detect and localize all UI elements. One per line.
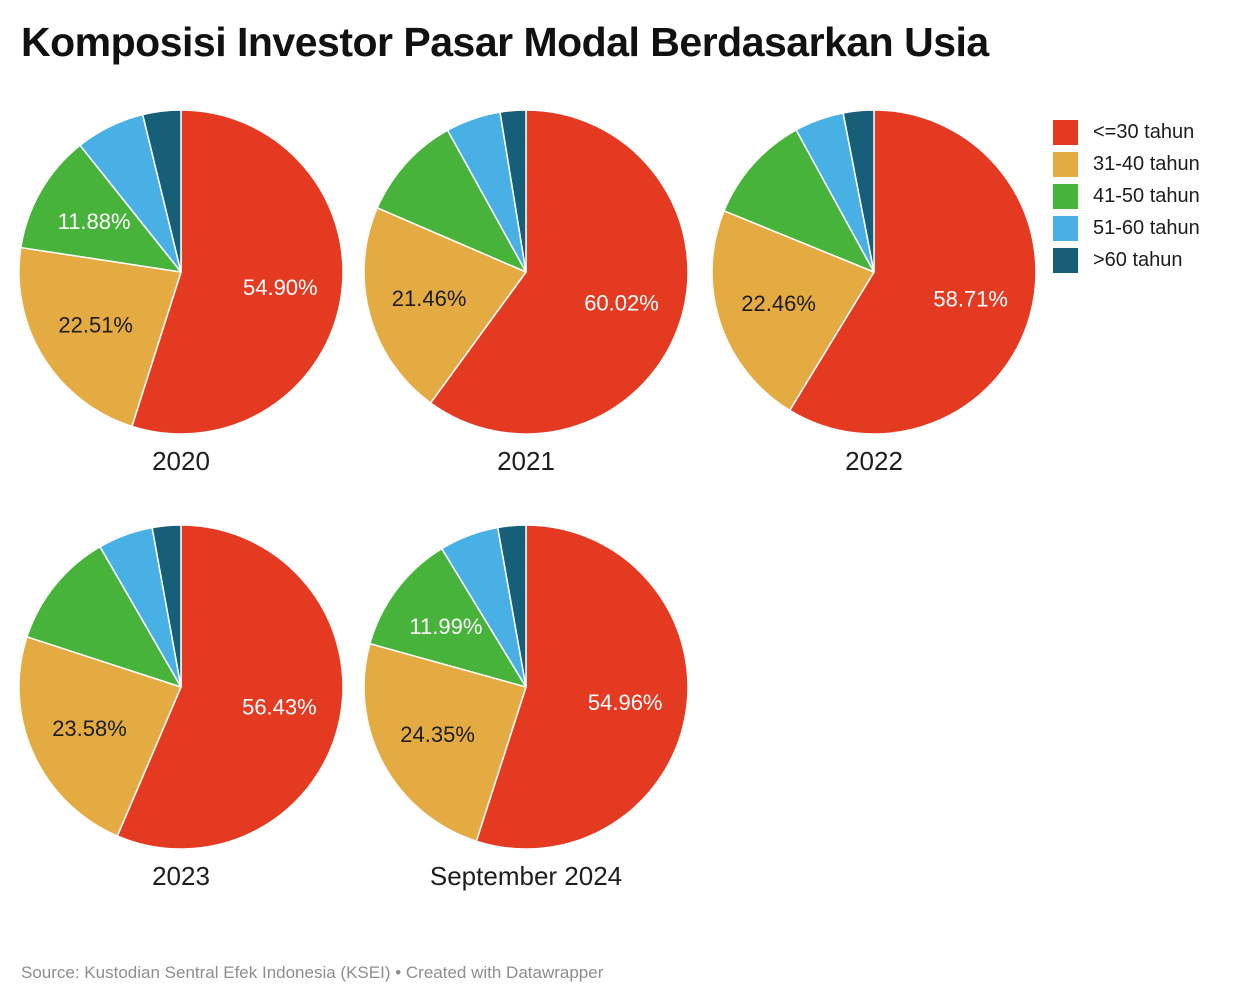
pie-chart-september-2024: 54.96% 24.35% 11.99%: [363, 524, 689, 850]
legend-swatch-gt60: [1053, 248, 1078, 273]
legend-swatch-31-40: [1053, 152, 1078, 177]
pie-block-2023: 56.43% 23.58% 2023: [16, 522, 346, 892]
pie-slice: [151, 524, 182, 688]
slice-label: 54.96%: [588, 690, 663, 715]
pie-slice: [788, 109, 1037, 435]
legend-item-le30: <=30 tahun: [1053, 120, 1200, 145]
legend-item-gt60: >60 tahun: [1053, 248, 1200, 273]
pie-block-2021: 60.02% 21.46% 2021: [361, 107, 691, 477]
slice-label: 22.46%: [741, 291, 816, 316]
slice-label: 54.90%: [243, 275, 318, 300]
pie-slice: [369, 547, 527, 688]
pie-slice: [18, 246, 182, 428]
legend-label-le30: <=30 tahun: [1093, 121, 1195, 143]
pie-chart-2022: 58.71% 22.46%: [711, 109, 1037, 435]
pie-year-label-september-2024: September 2024: [429, 861, 623, 891]
legend-label-41-50: 41-50 tahun: [1093, 185, 1200, 207]
pie-slice: [723, 129, 875, 273]
pie-year-label-2021: 2021: [497, 446, 555, 476]
pie-slice: [363, 207, 527, 404]
pie-slice: [497, 524, 527, 688]
pie-chart-2023: 56.43% 23.58%: [18, 524, 344, 850]
pie-chart-2020: 54.90% 22.51% 11.88%: [18, 109, 344, 435]
pie-slice: [499, 109, 527, 273]
legend-swatch-51-60: [1053, 216, 1078, 241]
pie-slice: [141, 109, 182, 273]
pie-slice: [18, 636, 182, 837]
slice-label: 11.88%: [58, 209, 131, 234]
pie-slice: [116, 524, 344, 850]
slice-label: 58.71%: [933, 287, 1008, 312]
pie-slice: [376, 129, 527, 273]
slice-label: 56.43%: [242, 695, 317, 720]
legend-item-41-50: 41-50 tahun: [1053, 184, 1200, 209]
slice-label: 22.51%: [58, 313, 133, 338]
pie-year-label-2022: 2022: [845, 446, 903, 476]
legend-swatch-41-50: [1053, 184, 1078, 209]
source-line: Source: Kustodian Sentral Efek Indonesia…: [21, 963, 604, 982]
chart-title: Komposisi Investor Pasar Modal Berdasark…: [21, 19, 989, 65]
pie-slice: [20, 144, 182, 273]
legend-item-51-60: 51-60 tahun: [1053, 216, 1200, 241]
legend-label-51-60: 51-60 tahun: [1093, 217, 1200, 239]
pie-slice: [131, 109, 344, 435]
legend-item-31-40: 31-40 tahun: [1053, 152, 1200, 177]
pie-slice: [363, 642, 527, 842]
legend-label-gt60: >60 tahun: [1093, 249, 1183, 271]
slice-label: 60.02%: [584, 291, 659, 316]
legend-label-31-40: 31-40 tahun: [1093, 153, 1200, 175]
pie-slice: [26, 545, 182, 688]
legend: <=30 tahun 31-40 tahun 41-50 tahun 51-60…: [1053, 120, 1200, 280]
pie-slice: [842, 109, 875, 273]
pie-year-label-2023: 2023: [152, 861, 210, 891]
pie-block-2022: 58.71% 22.46% 2022: [709, 107, 1039, 477]
pie-block-september-2024: 54.96% 24.35% 11.99% September 2024: [361, 522, 691, 892]
pie-block-2020: 54.90% 22.51% 11.88% 2020: [16, 107, 346, 477]
pie-slice: [429, 109, 689, 435]
pie-year-label-2020: 2020: [152, 446, 210, 476]
pie-slice: [711, 210, 875, 412]
pie-slice: [475, 524, 689, 850]
slice-label: 24.35%: [400, 722, 475, 747]
slice-label: 21.46%: [392, 286, 467, 311]
slice-label: 11.99%: [409, 614, 482, 639]
slice-label: 23.58%: [52, 716, 127, 741]
pie-chart-2021: 60.02% 21.46%: [363, 109, 689, 435]
legend-swatch-le30: [1053, 120, 1078, 145]
